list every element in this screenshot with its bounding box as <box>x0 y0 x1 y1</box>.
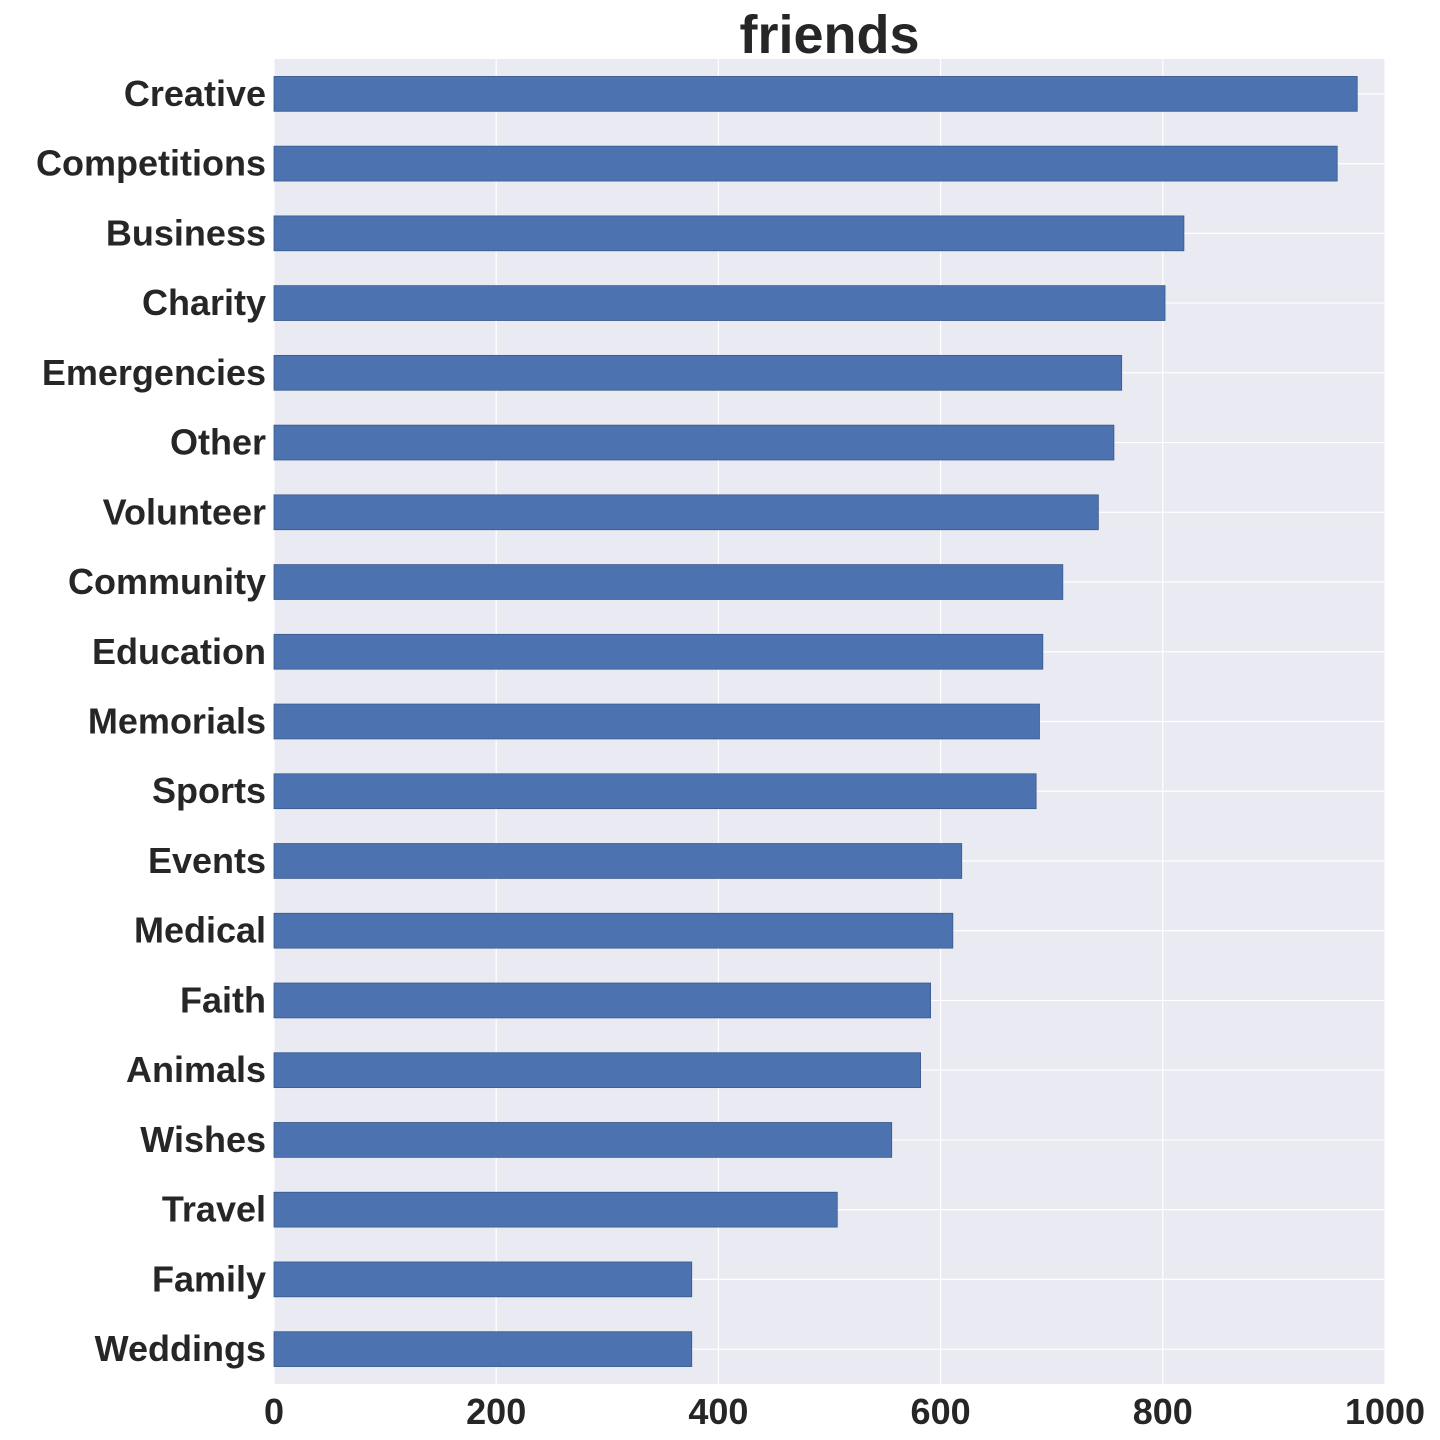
x-tick-label: 800 <box>1133 1391 1193 1432</box>
y-tick-label: Medical <box>134 910 266 951</box>
y-tick-label: Events <box>148 840 266 881</box>
y-tick-label: Animals <box>126 1049 266 1090</box>
y-tick-label: Community <box>68 561 266 602</box>
y-tick-label: Business <box>106 212 266 253</box>
bar-business <box>273 215 1185 252</box>
y-tick-label: Volunteer <box>103 491 266 532</box>
bar-events <box>273 843 963 879</box>
y-tick-label: Travel <box>162 1189 266 1230</box>
y-tick-label: Emergencies <box>42 352 266 393</box>
bar-faith <box>273 982 932 1019</box>
bar-other <box>273 424 1115 461</box>
y-tick-label: Weddings <box>95 1328 266 1369</box>
bars <box>273 76 1358 1367</box>
x-tick-label: 200 <box>466 1391 526 1432</box>
bar-medical <box>273 912 954 949</box>
bar-animals <box>273 1052 922 1089</box>
x-tick-label: 1000 <box>1345 1391 1425 1432</box>
bar-education <box>273 633 1044 670</box>
y-tick-label: Other <box>170 422 266 463</box>
y-tick-label: Faith <box>180 979 266 1020</box>
y-tick-label: Creative <box>124 73 266 114</box>
bar-volunteer <box>273 494 1099 531</box>
y-tick-label: Charity <box>142 282 266 323</box>
x-tick-label: 600 <box>911 1391 971 1432</box>
bar-emergencies <box>273 354 1123 391</box>
x-tick-labels: 0 200 400 600 800 1000 <box>264 1391 1425 1432</box>
bar-travel <box>273 1191 838 1228</box>
bar-competitions <box>273 145 1338 182</box>
bar-memorials <box>273 703 1040 740</box>
bar-charity <box>273 285 1166 321</box>
y-tick-label: Memorials <box>88 701 266 742</box>
bar-community <box>273 564 1064 600</box>
bar-family <box>273 1261 693 1298</box>
y-tick-label: Sports <box>152 770 266 811</box>
chart-title: friends <box>739 5 920 65</box>
bar-sports <box>273 773 1037 810</box>
x-tick-label: 0 <box>264 1391 284 1432</box>
bar-wishes <box>273 1122 893 1158</box>
x-tick-label: 400 <box>688 1391 748 1432</box>
bar-weddings <box>273 1331 693 1367</box>
bar-creative <box>273 76 1358 112</box>
y-tick-label: Wishes <box>140 1119 266 1160</box>
y-tick-label: Competitions <box>36 143 266 184</box>
y-tick-labels: Creative Competitions Business Charity Emerg… <box>36 73 266 1369</box>
y-tick-label: Education <box>92 631 266 672</box>
y-tick-label: Family <box>152 1258 266 1299</box>
